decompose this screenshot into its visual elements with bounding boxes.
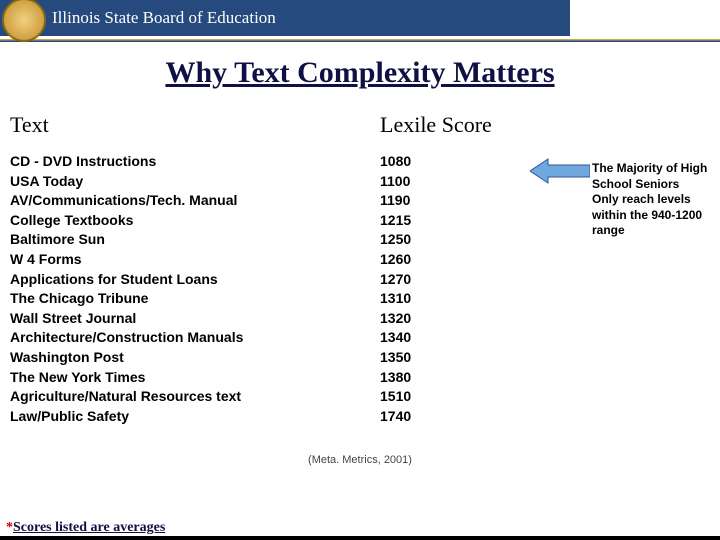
lexile-score: 1190 bbox=[380, 191, 430, 211]
callout: The Majority of HighSchool SeniorsOnly r… bbox=[530, 157, 720, 239]
text-label: W 4 Forms bbox=[10, 250, 380, 270]
lexile-score: 1740 bbox=[380, 407, 430, 427]
lexile-score: 1270 bbox=[380, 270, 430, 290]
table-row: The Chicago Tribune bbox=[10, 289, 380, 309]
table-row: 1250 bbox=[380, 230, 492, 250]
text-label: Applications for Student Loans bbox=[10, 270, 380, 290]
table-row: Architecture/Construction Manuals bbox=[10, 328, 380, 348]
header-divider bbox=[0, 39, 720, 42]
table-row: The New York Times bbox=[10, 368, 380, 388]
table-row: 1350 bbox=[380, 348, 492, 368]
text-label: The Chicago Tribune bbox=[10, 289, 380, 309]
score-list: 1080110011901215125012601270131013201340… bbox=[380, 152, 492, 426]
table-row: AV/Communications/Tech. Manual bbox=[10, 191, 380, 211]
table-row: 1310 bbox=[380, 289, 492, 309]
lexile-score: 1250 bbox=[380, 230, 430, 250]
table-row: 1260 bbox=[380, 250, 492, 270]
citation: (Meta. Metrics, 2001) bbox=[0, 454, 720, 466]
lexile-score: 1260 bbox=[380, 250, 430, 270]
footnote-text: Scores listed are averages bbox=[13, 520, 165, 535]
score-column: Lexile Score 108011001190121512501260127… bbox=[380, 112, 492, 426]
state-seal-icon bbox=[2, 0, 46, 42]
arrow-left-icon bbox=[530, 157, 590, 185]
table-row: College Textbooks bbox=[10, 211, 380, 231]
lexile-score: 1350 bbox=[380, 348, 430, 368]
table-row: 1270 bbox=[380, 270, 492, 290]
callout-text: The Majority of HighSchool SeniorsOnly r… bbox=[592, 161, 720, 239]
table-row: CD - DVD Instructions bbox=[10, 152, 380, 172]
lexile-score: 1380 bbox=[380, 368, 430, 388]
footnote: *Scores listed are averages bbox=[6, 520, 165, 536]
slide-title: Why Text Complexity Matters bbox=[0, 56, 720, 90]
table-row: Washington Post bbox=[10, 348, 380, 368]
table-row: 1340 bbox=[380, 328, 492, 348]
table-row: Law/Public Safety bbox=[10, 407, 380, 427]
table-row: 1215 bbox=[380, 211, 492, 231]
text-column-header: Text bbox=[10, 112, 380, 138]
content-area: Text CD - DVD InstructionsUSA TodayAV/Co… bbox=[0, 112, 720, 426]
table-row: Wall Street Journal bbox=[10, 309, 380, 329]
score-column-header: Lexile Score bbox=[380, 112, 492, 138]
table-row: Applications for Student Loans bbox=[10, 270, 380, 290]
text-label: Baltimore Sun bbox=[10, 230, 380, 250]
org-title: Illinois State Board of Education bbox=[52, 8, 276, 28]
text-label: Architecture/Construction Manuals bbox=[10, 328, 380, 348]
text-label: USA Today bbox=[10, 172, 380, 192]
table-row: 1510 bbox=[380, 387, 492, 407]
header-bar: Illinois State Board of Education bbox=[0, 0, 570, 36]
table-row: USA Today bbox=[10, 172, 380, 192]
lexile-score: 1080 bbox=[380, 152, 430, 172]
text-label: Washington Post bbox=[10, 348, 380, 368]
lexile-score: 1310 bbox=[380, 289, 430, 309]
lexile-score: 1100 bbox=[380, 172, 430, 192]
text-label: CD - DVD Instructions bbox=[10, 152, 380, 172]
table-row: 1100 bbox=[380, 172, 492, 192]
table-row: W 4 Forms bbox=[10, 250, 380, 270]
lexile-score: 1320 bbox=[380, 309, 430, 329]
text-label: College Textbooks bbox=[10, 211, 380, 231]
table-row: 1380 bbox=[380, 368, 492, 388]
bottom-shadow bbox=[0, 536, 720, 540]
table-row: 1740 bbox=[380, 407, 492, 427]
lexile-score: 1215 bbox=[380, 211, 430, 231]
footnote-asterisk: * bbox=[6, 520, 13, 536]
lexile-score: 1510 bbox=[380, 387, 430, 407]
table-row: Baltimore Sun bbox=[10, 230, 380, 250]
lexile-score: 1340 bbox=[380, 328, 430, 348]
table-row: 1080 bbox=[380, 152, 492, 172]
text-list: CD - DVD InstructionsUSA TodayAV/Communi… bbox=[10, 152, 380, 426]
text-label: AV/Communications/Tech. Manual bbox=[10, 191, 380, 211]
table-row: Agriculture/Natural Resources text bbox=[10, 387, 380, 407]
table-row: 1190 bbox=[380, 191, 492, 211]
table-row: 1320 bbox=[380, 309, 492, 329]
text-label: Law/Public Safety bbox=[10, 407, 380, 427]
text-label: Agriculture/Natural Resources text bbox=[10, 387, 380, 407]
text-label: The New York Times bbox=[10, 368, 380, 388]
text-label: Wall Street Journal bbox=[10, 309, 380, 329]
text-column: Text CD - DVD InstructionsUSA TodayAV/Co… bbox=[10, 112, 380, 426]
